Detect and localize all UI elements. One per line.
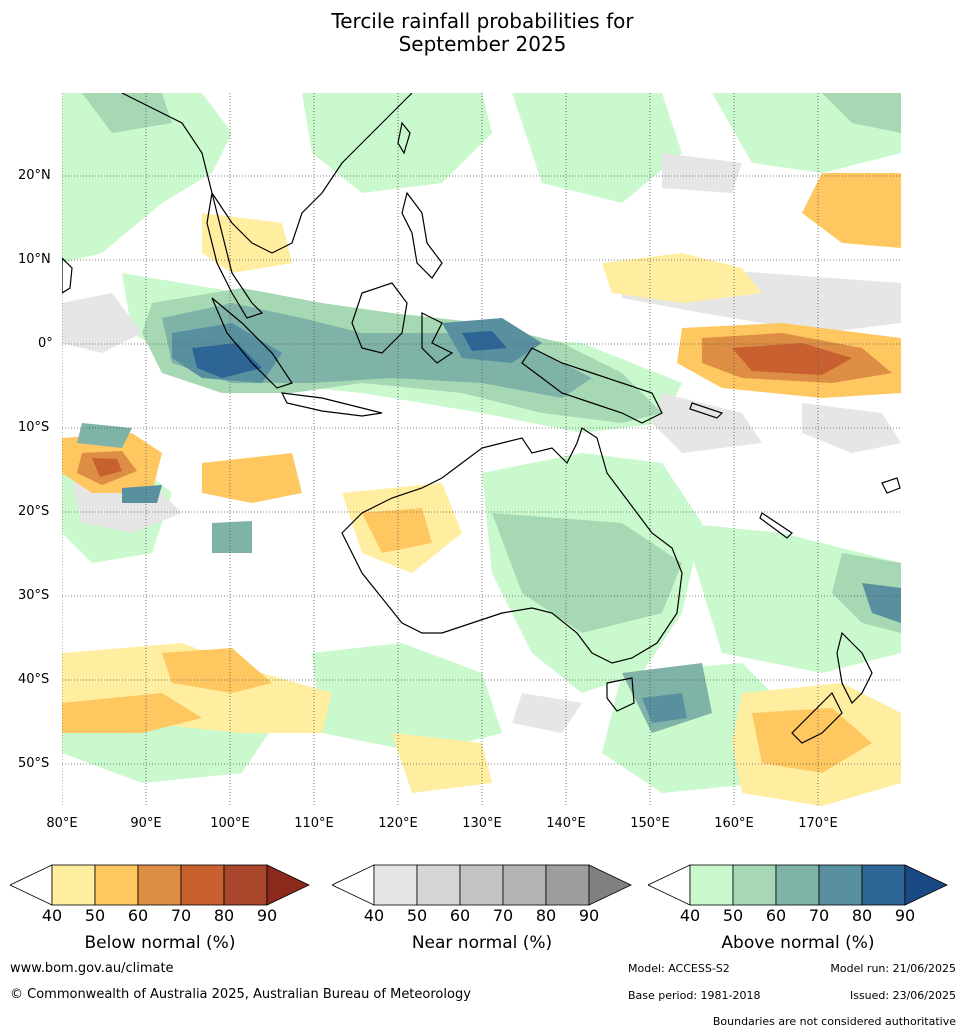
colorbar-near-swatch-1 [416,864,461,906]
model-name: Model: ACCESS-S2 [628,962,730,975]
malay-peninsula-coastline [206,192,264,319]
colorbar-below-tick-80: 80 [213,906,235,925]
colorbar-near-swatches [332,864,632,906]
southeast-asia-coastline [121,93,413,254]
colorbar-above-swatch-3 [818,864,863,906]
lat-label-50s: 50°S [18,756,50,771]
lat-label-20s: 20°S [18,504,50,519]
colorbar-below-swatch-2 [137,864,182,906]
colorbar-above-normal [648,864,948,906]
lat-label-equator: 0° [38,336,53,351]
colorbar-near-tick-60: 60 [449,906,471,925]
copyright-notice: © Commonwealth of Australia 2025, Austra… [10,987,471,1002]
colorbar-below-normal [10,864,310,906]
colorbar-near-swatch-3 [502,864,547,906]
boundaries-disclaimer: Boundaries are not considered authoritat… [712,1015,956,1028]
new-zealand-south-coastline [791,691,843,744]
colorbar-near-swatch-0 [373,864,418,906]
lon-label-170e: 170°E [798,816,838,831]
colorbar-above-extend-high [904,864,948,906]
colorbar-near-swatch-2 [459,864,504,906]
colorbar-near-tick-40: 40 [363,906,385,925]
map-title: Tercile rainfall probabilities for Septe… [0,10,965,56]
lon-label-100e: 100°E [210,816,250,831]
colorbar-near-extend-high [588,864,632,906]
lon-label-150e: 150°E [630,816,670,831]
colorbar-above-tick-90: 90 [894,906,916,925]
colorbar-above-swatches [648,864,948,906]
coastlines [62,93,901,744]
graticule [62,93,901,806]
colorbar-below-swatch-1 [94,864,139,906]
india-coastline [62,257,73,294]
legend-title-below-normal: Below normal (%) [84,933,236,953]
lon-label-160e: 160°E [714,816,754,831]
colorbar-near-tick-50: 50 [406,906,428,925]
lon-label-80e: 80°E [46,816,78,831]
colorbar-below-swatches [10,864,310,906]
colorbar-below-tick-40: 40 [41,906,63,925]
colorbar-near-tick-90: 90 [578,906,600,925]
philippines-coastline [401,191,443,279]
colorbar-above-tick-70: 70 [808,906,830,925]
new-caledonia-coastline [759,512,793,539]
sulawesi-coastline [421,312,454,364]
above-normal-deep-areas [77,93,901,733]
lon-label-110e: 110°E [294,816,334,831]
base-period: Base period: 1981-2018 [628,989,761,1002]
sumatra-coastline [211,297,293,389]
colorbar-near-tick-80: 80 [535,906,557,925]
issued-date: Issued: 23/06/2025 [849,989,956,1002]
colorbar-below-tick-90: 90 [256,906,278,925]
lat-label-40s: 40°S [18,672,50,687]
colorbar-above-extend-low [648,864,691,906]
colorbar-above-tick-60: 60 [765,906,787,925]
model-run-date: Model run: 21/06/2025 [830,962,956,975]
fiji-coastline [881,477,901,494]
lon-label-90e: 90°E [130,816,162,831]
title-line-1: Tercile rainfall probabilities for [331,9,634,33]
colorbar-above-tick-80: 80 [851,906,873,925]
colorbar-above-tick-50: 50 [722,906,744,925]
new-guinea-coastline [521,347,663,424]
lat-label-20n: 20°N [18,168,51,183]
colorbar-below-tick-50: 50 [84,906,106,925]
tasmania-coastline [606,677,635,712]
taiwan-coastline [397,121,411,155]
lon-label-140e: 140°E [546,816,586,831]
colorbar-below-tick-70: 70 [170,906,192,925]
probability-map [62,93,901,806]
legend-title-above-normal: Above normal (%) [721,933,875,953]
colorbar-above-swatch-0 [689,864,734,906]
australia-coastline [341,427,683,664]
colorbar-below-swatch-3 [180,864,225,906]
colorbar-below-extend-low [10,864,53,906]
below-normal-areas [62,173,901,806]
colorbar-near-tick-70: 70 [492,906,514,925]
colorbar-above-swatch-4 [861,864,906,906]
colorbar-above-tick-40: 40 [679,906,701,925]
colorbar-above-swatch-2 [775,864,820,906]
bom-website: www.bom.gov.au/climate [10,961,174,976]
colorbar-below-swatch-4 [223,864,268,906]
title-line-2: September 2025 [398,32,567,56]
colorbar-near-normal [332,864,632,906]
colorbar-near-extend-low [332,864,375,906]
borneo-coastline [351,282,408,354]
solomon-islands-coastline [689,402,724,419]
lat-label-10s: 10°S [18,420,50,435]
lat-label-10n: 10°N [18,252,51,267]
colorbar-above-swatch-1 [732,864,777,906]
lat-label-30s: 30°S [18,588,50,603]
colorbar-near-swatch-4 [545,864,590,906]
legend-title-near-normal: Near normal (%) [411,933,553,953]
colorbar-below-swatch-0 [51,864,96,906]
colorbar-below-extend-high [266,864,310,906]
new-zealand-north-coastline [836,631,873,705]
lon-label-130e: 130°E [462,816,502,831]
lon-label-120e: 120°E [378,816,418,831]
java-coastline [280,392,383,417]
colorbar-below-tick-60: 60 [127,906,149,925]
